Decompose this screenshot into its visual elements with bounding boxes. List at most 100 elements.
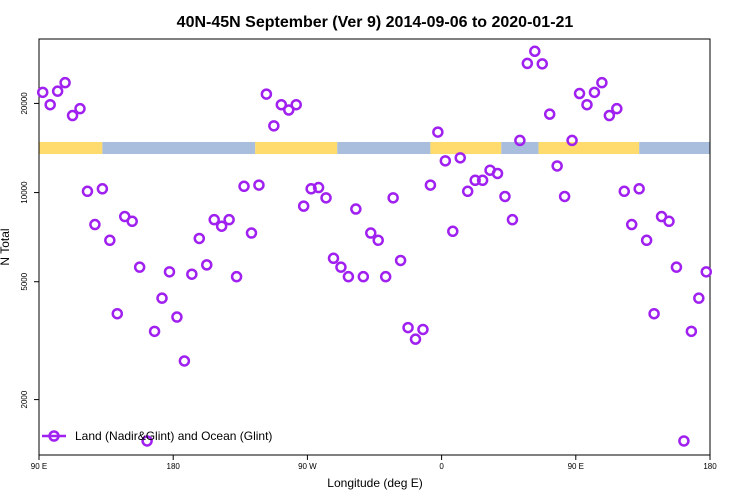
data-point (350, 203, 362, 215)
data-point (335, 261, 347, 273)
data-point (111, 307, 124, 320)
data-point (193, 232, 206, 245)
legend-marker (48, 430, 60, 442)
data-point (223, 213, 235, 226)
data-point (611, 102, 623, 115)
data-point (618, 185, 631, 198)
data-point (148, 325, 161, 338)
data-point (290, 98, 302, 111)
data-point (268, 120, 280, 132)
data-point (424, 179, 437, 191)
data-point (372, 234, 384, 247)
y-axis-label: N Total (0, 228, 12, 265)
data-point (297, 200, 310, 212)
strip-segment-land (39, 142, 103, 154)
x-tick-label: 90 W (298, 462, 317, 471)
data-point (700, 266, 713, 278)
data-point (693, 292, 705, 304)
data-point (342, 270, 355, 283)
data-point (312, 181, 325, 194)
data-point (394, 254, 407, 267)
data-point (506, 213, 519, 226)
x-tick-label: 180 (167, 462, 181, 471)
data-point (521, 57, 534, 70)
data-point (320, 192, 332, 204)
data-point (670, 261, 683, 273)
legend-label: Land (Nadir&Glint) and Ocean (Glint) (75, 429, 272, 443)
data-point (379, 270, 392, 283)
data-points (36, 45, 713, 447)
data-point (201, 259, 213, 271)
data-point (163, 266, 176, 278)
data-point (633, 183, 645, 195)
data-point (81, 185, 94, 198)
data-point (283, 104, 295, 116)
data-point (44, 98, 56, 111)
data-point (417, 323, 429, 336)
data-point (327, 252, 340, 265)
data-point (253, 179, 265, 191)
data-point (156, 292, 168, 304)
data-point (640, 234, 653, 247)
data-point (581, 98, 593, 111)
data-point (648, 307, 660, 320)
data-point (275, 98, 288, 111)
data-point (596, 76, 608, 89)
data-point (603, 109, 616, 122)
y-axis-ticks: 2000 5000 10000 20000 (20, 92, 39, 408)
y-tick-label: 10000 (20, 181, 29, 204)
strip-segment-ocean (501, 142, 539, 154)
data-point (230, 270, 243, 283)
data-point (51, 85, 64, 97)
data-point (305, 183, 317, 195)
data-point (454, 152, 466, 164)
land-ocean-strip (39, 142, 710, 154)
data-point (178, 355, 191, 367)
data-point (245, 227, 258, 239)
data-point (476, 174, 489, 187)
x-tick-label: 90 E (31, 462, 47, 471)
data-point (171, 311, 183, 323)
data-point (96, 183, 109, 195)
data-point (357, 270, 370, 283)
data-point (491, 167, 504, 180)
data-point (529, 45, 541, 58)
strip-segment-ocean (102, 142, 256, 154)
data-point (402, 321, 414, 334)
data-point (447, 225, 459, 238)
data-point (238, 180, 250, 193)
data-point (678, 435, 690, 447)
data-point (215, 220, 228, 232)
data-point (514, 134, 526, 147)
x-axis-label: Longitude (deg E) (327, 476, 422, 490)
chart-title: 40N-45N September (Ver 9) 2014-09-06 to … (177, 14, 574, 31)
strip-segment-land (430, 142, 502, 154)
data-point (104, 234, 116, 247)
data-point (588, 86, 601, 99)
strip-segment-ocean (337, 142, 431, 154)
data-point (536, 58, 548, 70)
data-point (208, 213, 220, 226)
data-point (685, 325, 698, 338)
y-tick-label: 2000 (20, 390, 29, 408)
data-point (74, 102, 86, 115)
data-point (432, 126, 444, 138)
data-point (36, 86, 49, 99)
data-point (365, 227, 377, 239)
x-axis-ticks: 90 E 180 90 W 0 90 E 180 (31, 455, 717, 471)
data-point (625, 218, 638, 231)
y-tick-label: 5000 (20, 272, 29, 290)
data-point (133, 261, 146, 273)
strip-segment-land (538, 142, 640, 154)
data-point (126, 215, 138, 228)
strip-segment-ocean (639, 142, 710, 154)
data-point (461, 185, 474, 198)
data-point (66, 109, 79, 122)
data-point (409, 333, 422, 345)
data-point (141, 435, 153, 447)
data-point (558, 190, 571, 203)
x-tick-label: 180 (703, 462, 717, 471)
data-point (387, 192, 399, 204)
data-point (186, 268, 198, 280)
